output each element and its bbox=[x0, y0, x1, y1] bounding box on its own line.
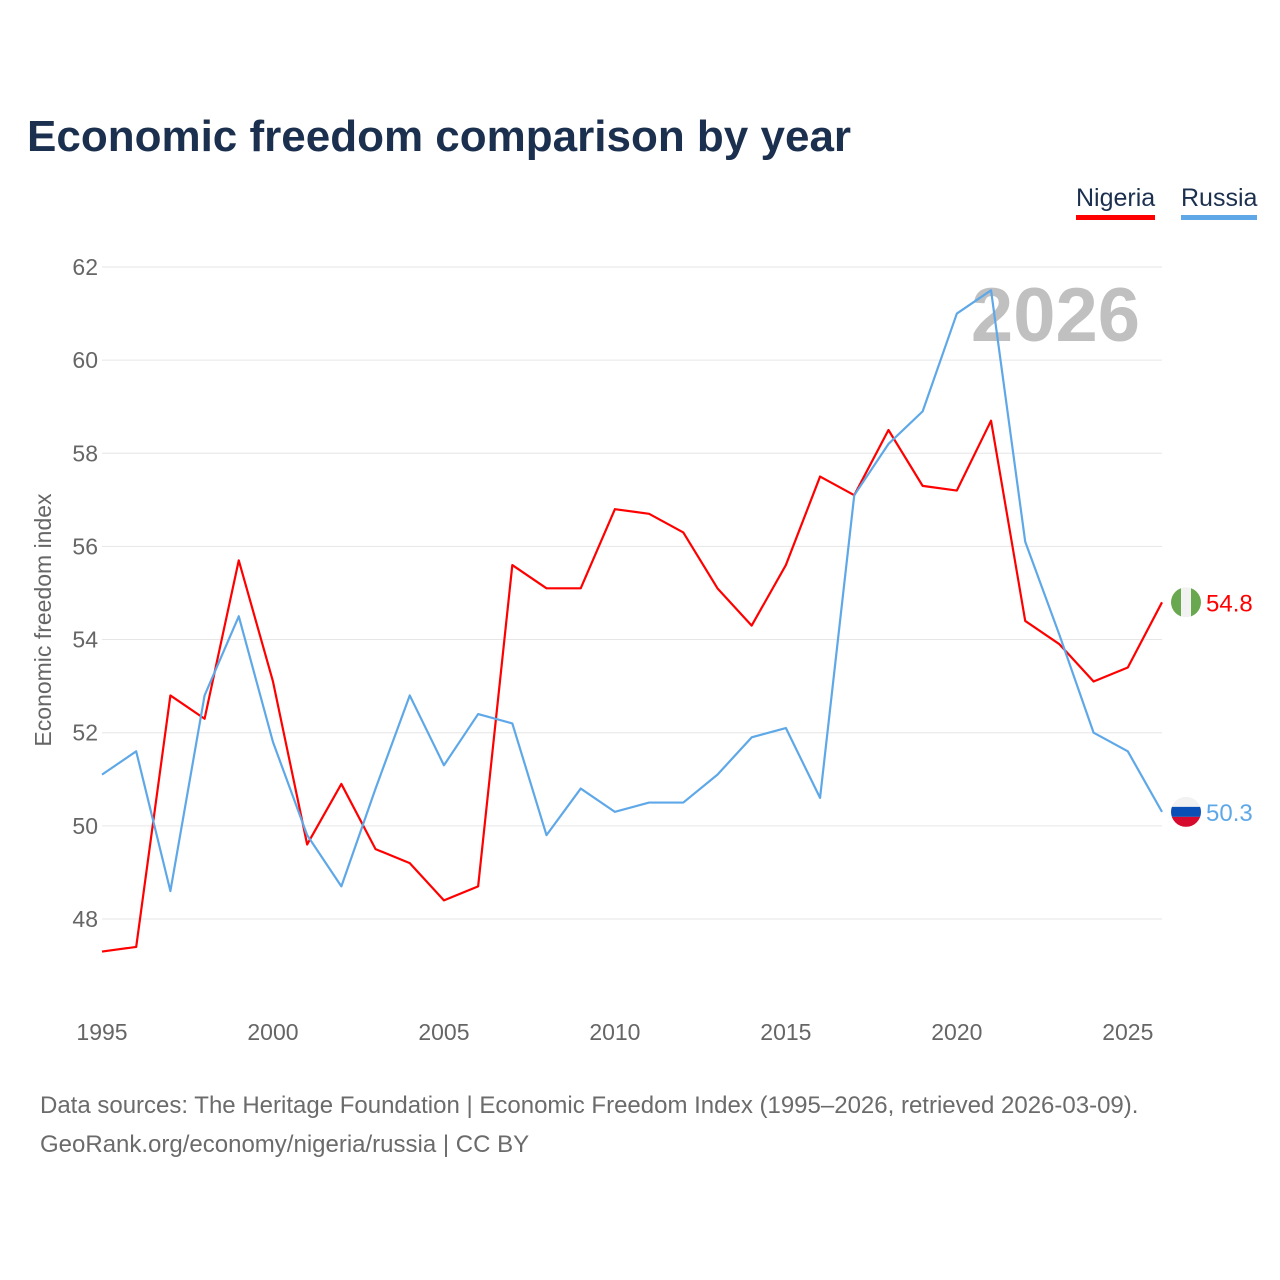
source-link[interactable]: GeoRank.org/economy/nigeria/russia | CC … bbox=[40, 1131, 530, 1158]
flag-russia-icon bbox=[1171, 796, 1201, 827]
end-label-russia: 50.3 bbox=[1206, 800, 1253, 827]
x-tick-label: 2000 bbox=[247, 1019, 298, 1045]
series-line-nigeria bbox=[101, 419, 1163, 953]
footer: Data sources: The Heritage Foundation | … bbox=[40, 1086, 1138, 1164]
series-line-russia bbox=[101, 289, 1163, 893]
y-tick-label: 58 bbox=[72, 440, 98, 466]
legend-nigeria[interactable]: Nigeria bbox=[1076, 184, 1156, 220]
y-tick-label: 52 bbox=[72, 720, 98, 746]
y-tick-label: 60 bbox=[72, 347, 98, 373]
x-tick-label: 2020 bbox=[931, 1019, 982, 1045]
x-tick-label: 2010 bbox=[589, 1019, 640, 1045]
x-tick-label: 2015 bbox=[760, 1019, 811, 1045]
y-tick-label: 56 bbox=[72, 533, 98, 559]
year-watermark: 2026 bbox=[971, 273, 1140, 358]
legend-russia[interactable]: Russia bbox=[1181, 184, 1258, 220]
y-tick-label: 54 bbox=[72, 627, 98, 653]
y-axis-label: Economic freedom index bbox=[30, 493, 56, 747]
y-tick-label: 50 bbox=[72, 813, 98, 839]
chart-title: Economic freedom comparison by year bbox=[27, 112, 852, 161]
x-tick-label: 1995 bbox=[76, 1019, 127, 1045]
flag-nigeria-icon bbox=[1171, 587, 1201, 618]
y-tick-label: 62 bbox=[72, 254, 98, 280]
x-tick-label: 2005 bbox=[418, 1019, 469, 1045]
end-label-nigeria: 54.8 bbox=[1206, 590, 1253, 617]
y-tick-label: 48 bbox=[72, 906, 98, 932]
data-source: Data sources: The Heritage Foundation | … bbox=[40, 1092, 1139, 1119]
x-tick-label: 2025 bbox=[1102, 1019, 1153, 1045]
